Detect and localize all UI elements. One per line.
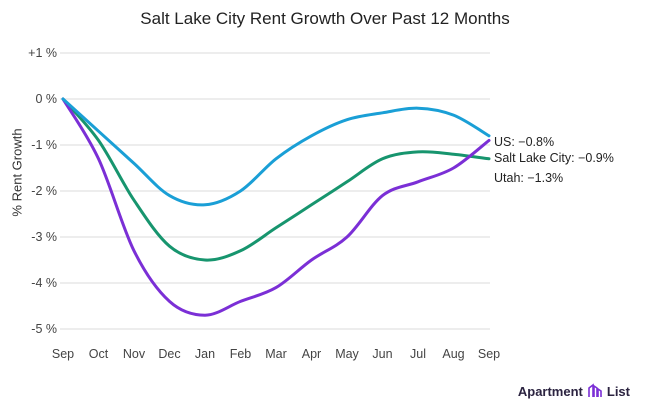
- series-line-utah: [61, 97, 491, 262]
- y-tick-label: -3 %: [31, 230, 57, 244]
- logo-text-2: List: [606, 383, 630, 399]
- x-tick-label: Nov: [123, 347, 146, 361]
- apartment-list-logo: Apartment List: [518, 383, 630, 399]
- y-tick-label: -5 %: [31, 322, 57, 336]
- building-icon: [588, 383, 602, 397]
- chart-title: Salt Lake City Rent Growth Over Past 12 …: [140, 9, 510, 28]
- x-tick-label: Jan: [195, 347, 215, 361]
- series-line-salt-lake-city: [61, 97, 491, 317]
- x-tick-label: Aug: [442, 347, 464, 361]
- x-tick-label: Mar: [265, 347, 287, 361]
- x-tick-label: Feb: [230, 347, 252, 361]
- x-tick-label: Sep: [478, 347, 500, 361]
- logo-text-1: Apartment: [517, 383, 583, 399]
- y-tick-label: -4 %: [31, 276, 57, 290]
- x-tick-label: Oct: [89, 347, 109, 361]
- x-tick-label: May: [335, 347, 359, 361]
- end-label-utah: Utah: −1.3%: [494, 171, 563, 185]
- end-label-us: US: −0.8%: [494, 135, 554, 149]
- y-tick-label: -2 %: [31, 184, 57, 198]
- x-tick-label: Apr: [302, 347, 321, 361]
- y-tick-label: 0 %: [35, 92, 57, 106]
- x-tick-label: Dec: [158, 347, 180, 361]
- x-tick-label: Jul: [410, 347, 426, 361]
- x-tick-label: Jun: [372, 347, 392, 361]
- y-tick-label: -1 %: [31, 138, 57, 152]
- x-tick-label: Sep: [52, 347, 74, 361]
- y-tick-label: +1 %: [28, 46, 57, 60]
- end-label-salt-lake-city: Salt Lake City: −0.9%: [494, 151, 614, 165]
- series-line-us: [61, 97, 491, 207]
